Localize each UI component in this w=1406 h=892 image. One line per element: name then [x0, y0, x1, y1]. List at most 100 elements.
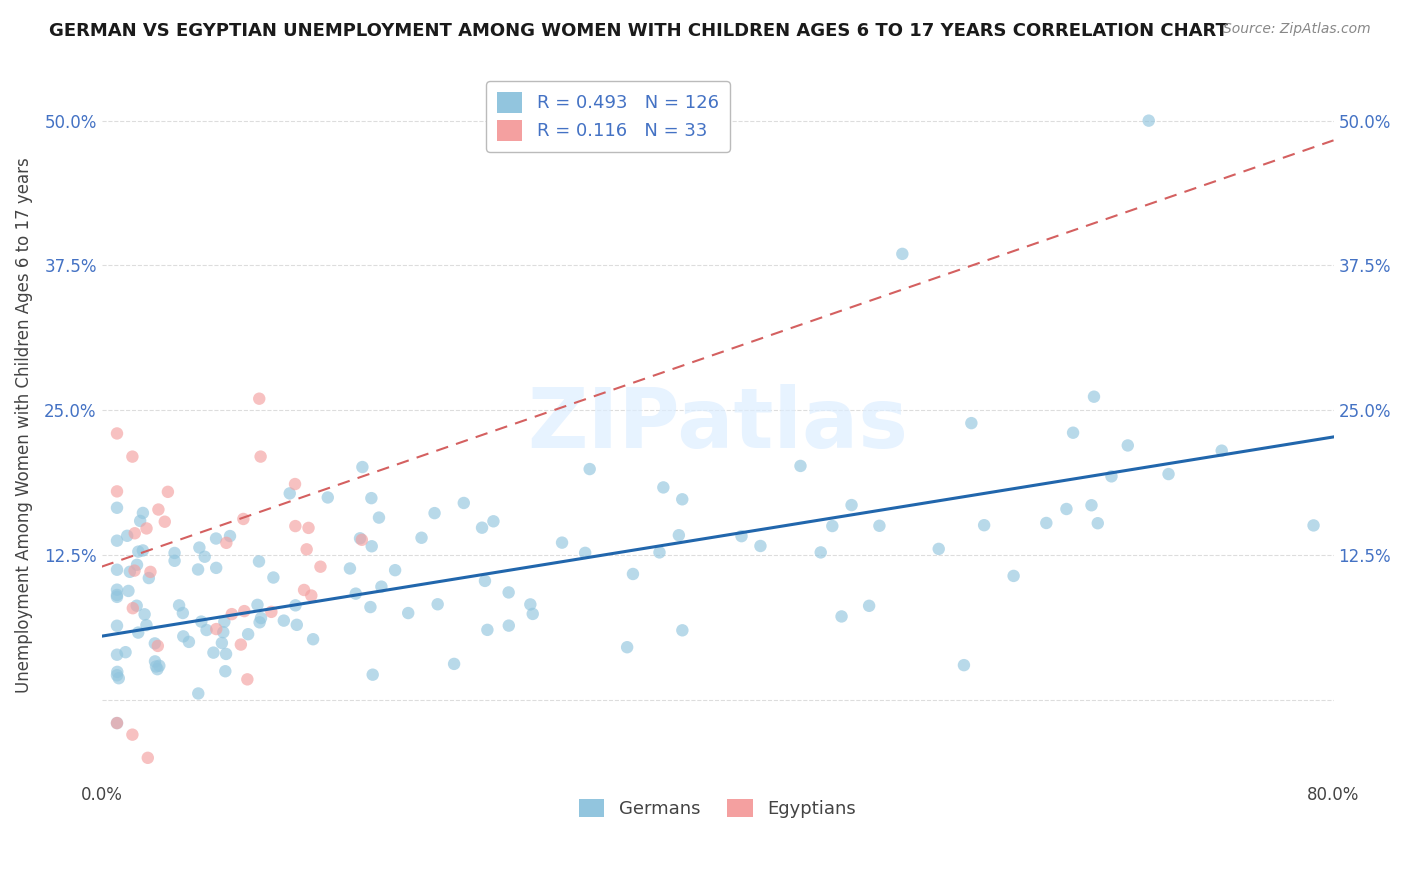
Point — [474, 574, 496, 588]
Point — [143, 636, 166, 650]
Point — [250, 611, 273, 625]
Point — [105, 426, 128, 441]
Point — [1080, 498, 1102, 512]
Point — [831, 609, 853, 624]
Point — [295, 542, 318, 557]
Point — [121, 601, 143, 615]
Point — [302, 632, 325, 647]
Point — [156, 484, 179, 499]
Point — [139, 565, 162, 579]
Point — [249, 615, 271, 630]
Point — [350, 533, 373, 547]
Point — [648, 545, 671, 559]
Point — [129, 514, 152, 528]
Point — [105, 716, 128, 731]
Point — [498, 585, 520, 599]
Point — [299, 589, 322, 603]
Point — [229, 638, 252, 652]
Point — [215, 536, 238, 550]
Point — [105, 484, 128, 499]
Point — [821, 519, 844, 533]
Point — [891, 247, 914, 261]
Point — [1137, 113, 1160, 128]
Point — [260, 605, 283, 619]
Point — [214, 615, 236, 629]
Point — [190, 615, 212, 629]
Point — [172, 606, 194, 620]
Point — [278, 486, 301, 500]
Point — [284, 477, 307, 491]
Point — [135, 521, 157, 535]
Point — [1083, 390, 1105, 404]
Point — [121, 450, 143, 464]
Point — [522, 607, 544, 621]
Point — [370, 580, 392, 594]
Point — [146, 639, 169, 653]
Point — [810, 545, 832, 559]
Point — [167, 599, 190, 613]
Point — [221, 607, 243, 621]
Point — [1302, 518, 1324, 533]
Point — [1101, 469, 1123, 483]
Point — [578, 462, 600, 476]
Y-axis label: Unemployment Among Women with Children Ages 6 to 17 years: Unemployment Among Women with Children A… — [15, 157, 32, 692]
Point — [928, 541, 950, 556]
Point — [114, 645, 136, 659]
Point — [652, 480, 675, 494]
Point — [384, 563, 406, 577]
Point — [668, 528, 690, 542]
Point — [423, 506, 446, 520]
Legend: Germans, Egyptians: Germans, Egyptians — [572, 791, 863, 825]
Point — [292, 582, 315, 597]
Point — [973, 518, 995, 533]
Point — [1056, 502, 1078, 516]
Point — [177, 635, 200, 649]
Point — [339, 561, 361, 575]
Point — [125, 599, 148, 613]
Point — [127, 625, 149, 640]
Point — [124, 564, 146, 578]
Point — [236, 673, 259, 687]
Point — [105, 668, 128, 682]
Point — [349, 532, 371, 546]
Point — [273, 614, 295, 628]
Point — [616, 640, 638, 655]
Point — [477, 623, 499, 637]
Point — [188, 541, 211, 555]
Point — [205, 622, 228, 636]
Point — [960, 416, 983, 430]
Point — [246, 598, 269, 612]
Point — [868, 518, 890, 533]
Point — [360, 539, 382, 553]
Point — [236, 627, 259, 641]
Point — [211, 636, 233, 650]
Point — [143, 654, 166, 668]
Point — [749, 539, 772, 553]
Point — [105, 716, 128, 731]
Point — [247, 554, 270, 568]
Point — [121, 728, 143, 742]
Point — [443, 657, 465, 671]
Point — [136, 751, 159, 765]
Point — [132, 543, 155, 558]
Point — [145, 659, 167, 673]
Point — [359, 600, 381, 615]
Point — [105, 618, 128, 632]
Point — [396, 606, 419, 620]
Point — [361, 667, 384, 681]
Point — [671, 492, 693, 507]
Point — [551, 535, 574, 549]
Point — [344, 587, 367, 601]
Point — [519, 598, 541, 612]
Point — [105, 648, 128, 662]
Point — [953, 658, 976, 673]
Point — [233, 604, 256, 618]
Point — [187, 686, 209, 700]
Point — [214, 665, 236, 679]
Point — [115, 529, 138, 543]
Point — [219, 529, 242, 543]
Point — [124, 526, 146, 541]
Point — [1087, 516, 1109, 531]
Point — [730, 529, 752, 543]
Point — [789, 458, 811, 473]
